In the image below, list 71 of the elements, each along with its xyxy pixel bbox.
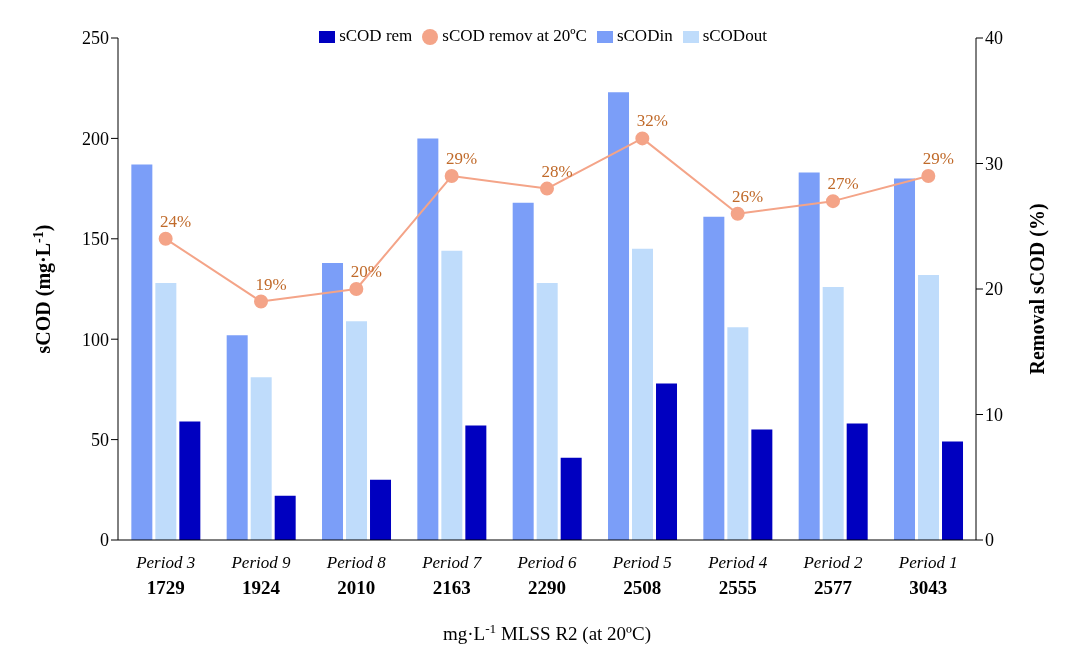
data-label: 19% xyxy=(255,274,287,294)
x-tick-label: Period 8 2010 xyxy=(325,553,387,598)
x-tick-label: Period 2 2577 xyxy=(802,553,863,598)
point xyxy=(635,131,650,146)
data-label: 20% xyxy=(350,262,382,281)
bar xyxy=(465,425,487,540)
y2-tick-label: 10 xyxy=(985,404,1003,425)
bar xyxy=(751,429,773,540)
bar xyxy=(703,216,725,540)
bar xyxy=(918,274,940,540)
bar xyxy=(894,178,916,540)
legend-label: sCODout xyxy=(702,26,767,45)
x-tick-label: Period 5 2508 xyxy=(611,553,672,598)
x-tick-label: Period 9 1924 xyxy=(230,553,291,598)
bar xyxy=(846,423,868,540)
data-label: 27% xyxy=(827,174,859,194)
data-label: 26% xyxy=(732,186,764,206)
y2-tick-label: 30 xyxy=(985,153,1003,174)
point xyxy=(730,206,745,221)
y2-tick-label: 20 xyxy=(985,279,1003,300)
legend-label: sCOD remov at 20ºC xyxy=(442,26,587,45)
legend-label: sCODin xyxy=(616,26,673,45)
bar xyxy=(608,92,630,540)
data-label: 28% xyxy=(541,161,573,181)
point xyxy=(921,169,936,184)
bar xyxy=(155,282,177,540)
y-tick-label: 100 xyxy=(82,329,109,350)
x-tick-label: Period 7 2163 xyxy=(421,553,483,598)
bar xyxy=(656,383,678,540)
y-tick-label: 0 xyxy=(100,530,109,551)
bar xyxy=(179,421,201,540)
x-tick-label: Period 6 2290 xyxy=(516,553,577,598)
bar xyxy=(536,282,558,540)
x-tick-label: Period 3 1729 xyxy=(135,553,196,598)
x-tick-label: Period 1 3043 xyxy=(897,553,958,598)
legend-label: sCOD rem xyxy=(339,26,413,45)
x-tick-label: Period 4 2555 xyxy=(707,553,768,598)
bar xyxy=(131,164,153,540)
bar xyxy=(370,479,392,540)
bar xyxy=(727,327,749,540)
bar xyxy=(322,262,344,540)
data-label: 29% xyxy=(922,149,954,169)
point xyxy=(540,181,554,196)
point xyxy=(444,169,459,184)
y-tick-label: 50 xyxy=(91,429,109,450)
point xyxy=(254,294,268,309)
bar xyxy=(417,138,439,540)
bar xyxy=(274,495,296,540)
bar xyxy=(226,335,248,540)
y-tick-label: 200 xyxy=(82,128,109,149)
bar xyxy=(632,248,654,540)
bar xyxy=(942,441,964,540)
point xyxy=(349,282,364,296)
point xyxy=(158,231,173,246)
bar xyxy=(560,457,582,540)
y2-tick-label: 0 xyxy=(985,530,994,551)
point xyxy=(826,194,840,209)
y-tick-label: 250 xyxy=(82,28,109,49)
y2-axis-title: Removal sCOD (%) xyxy=(1026,203,1049,375)
bar xyxy=(822,286,844,540)
y-tick-label: 150 xyxy=(82,229,109,250)
data-label: 24% xyxy=(160,211,192,231)
x-axis-title: mg·L$^{-1}$ MLSS R2 (at 20ºC) xyxy=(442,620,652,645)
bar xyxy=(250,377,272,540)
data-label: 32% xyxy=(636,111,668,131)
bar xyxy=(798,172,820,540)
y2-tick-label: 40 xyxy=(985,28,1003,49)
bar xyxy=(441,250,463,540)
data-label: 29% xyxy=(446,149,478,169)
bar xyxy=(512,202,534,540)
bar xyxy=(346,321,368,540)
